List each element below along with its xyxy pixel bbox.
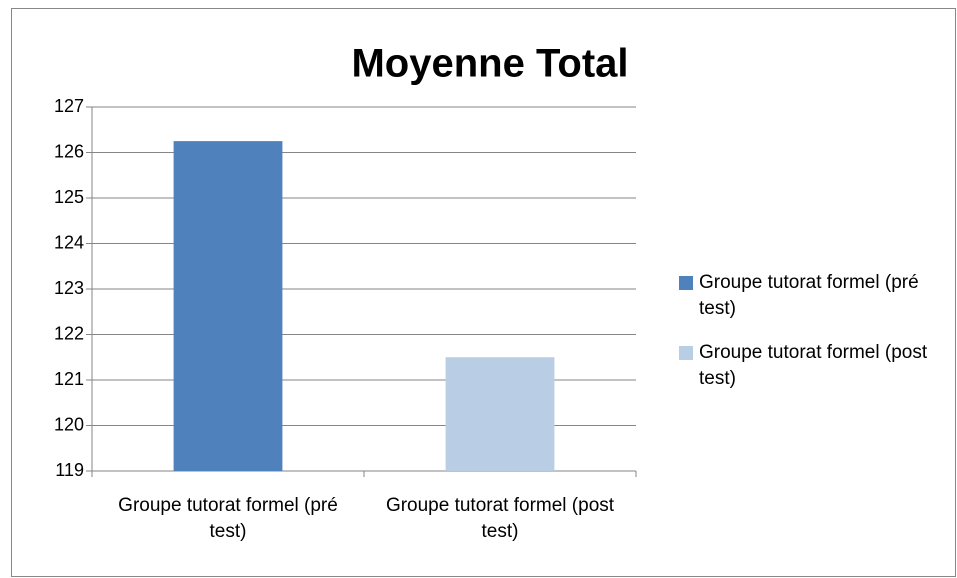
legend-label: Groupe tutorat formel (pré test) — [699, 272, 919, 319]
y-tick-label: 125 — [54, 187, 84, 207]
y-tick-label: 122 — [54, 323, 84, 343]
legend-swatch — [679, 276, 693, 290]
y-tick-label: 121 — [54, 369, 84, 389]
y-tick-label: 123 — [54, 278, 84, 298]
bar — [173, 141, 283, 471]
chart-border — [11, 8, 956, 577]
x-tick-label: Groupe tutorat formel (post test) — [385, 495, 615, 542]
legend-label: Groupe tutorat formel (post test) — [699, 342, 928, 389]
y-tick-label: 120 — [54, 414, 84, 434]
y-tick-label: 126 — [54, 141, 84, 161]
chart-title: Moyenne Total — [351, 42, 628, 86]
y-tick-label: 119 — [55, 460, 84, 480]
y-tick-label: 127 — [54, 96, 84, 116]
bar — [445, 357, 555, 471]
legend-swatch — [679, 346, 693, 360]
y-tick-label: 124 — [54, 232, 84, 252]
x-tick-label: Groupe tutorat formel (pré test) — [118, 495, 338, 542]
